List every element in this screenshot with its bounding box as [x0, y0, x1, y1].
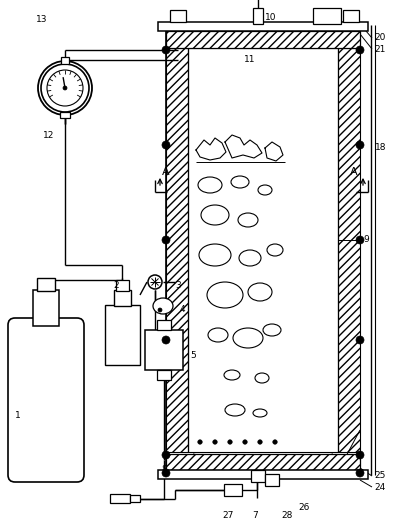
Ellipse shape — [153, 298, 173, 314]
Bar — [253, 8, 263, 24]
Circle shape — [148, 275, 162, 289]
Text: 10: 10 — [265, 14, 276, 22]
Circle shape — [162, 451, 170, 459]
Bar — [157, 370, 171, 380]
Circle shape — [356, 469, 364, 477]
Bar — [157, 320, 171, 330]
Bar — [313, 8, 341, 24]
Bar — [166, 48, 188, 452]
Bar — [114, 290, 131, 306]
Circle shape — [41, 64, 89, 112]
Circle shape — [356, 46, 364, 54]
Bar — [105, 305, 140, 365]
Circle shape — [162, 236, 170, 244]
Bar — [158, 470, 368, 479]
Bar — [166, 48, 188, 452]
Circle shape — [356, 141, 364, 149]
Circle shape — [158, 308, 162, 312]
Text: 2: 2 — [113, 280, 118, 290]
Text: 13: 13 — [36, 16, 47, 25]
Bar — [188, 48, 338, 452]
Text: 14: 14 — [318, 14, 329, 22]
Text: 26: 26 — [298, 504, 309, 513]
Bar — [166, 454, 360, 470]
Text: 26: 26 — [338, 471, 349, 480]
Text: 18: 18 — [375, 143, 386, 153]
Bar — [61, 57, 69, 64]
Circle shape — [228, 440, 232, 444]
Bar — [145, 330, 183, 370]
Text: 27: 27 — [222, 511, 233, 520]
Bar — [37, 278, 55, 291]
Bar — [33, 290, 59, 326]
Circle shape — [162, 141, 170, 149]
Circle shape — [213, 440, 217, 444]
Circle shape — [258, 440, 262, 444]
Circle shape — [47, 70, 83, 106]
Text: 11: 11 — [244, 55, 256, 64]
Circle shape — [63, 86, 67, 90]
Bar — [158, 22, 368, 31]
Circle shape — [273, 440, 277, 444]
Text: A: A — [350, 167, 358, 177]
Bar — [60, 112, 70, 118]
Bar — [338, 48, 360, 452]
Text: 5: 5 — [190, 350, 196, 359]
Text: 21: 21 — [374, 44, 386, 53]
Circle shape — [162, 469, 170, 477]
Circle shape — [243, 440, 247, 444]
Circle shape — [162, 336, 170, 344]
Text: 25: 25 — [374, 472, 386, 481]
Circle shape — [356, 236, 364, 244]
Bar — [338, 48, 360, 452]
Bar — [343, 10, 359, 22]
Text: 3: 3 — [175, 280, 181, 290]
Text: 9: 9 — [363, 235, 369, 244]
Text: 8: 8 — [161, 464, 167, 473]
Text: A: A — [162, 167, 169, 177]
FancyBboxPatch shape — [8, 318, 84, 482]
Text: 4: 4 — [180, 305, 186, 314]
Bar — [251, 470, 265, 482]
Text: 12: 12 — [43, 131, 55, 141]
Bar — [166, 31, 360, 48]
Bar — [110, 494, 130, 503]
Text: 6: 6 — [120, 495, 126, 505]
Text: 1: 1 — [15, 411, 21, 419]
Bar — [116, 280, 129, 291]
Text: 28: 28 — [281, 511, 292, 520]
Bar — [224, 484, 242, 496]
Text: 7: 7 — [252, 510, 258, 519]
Text: 24: 24 — [374, 483, 385, 492]
Bar — [166, 454, 360, 470]
Bar — [166, 31, 360, 48]
Circle shape — [356, 451, 364, 459]
Circle shape — [356, 336, 364, 344]
Circle shape — [162, 46, 170, 54]
Circle shape — [38, 61, 92, 115]
Bar — [265, 474, 279, 486]
Bar — [130, 495, 140, 502]
Bar — [170, 10, 186, 22]
Text: 20: 20 — [374, 33, 386, 42]
Circle shape — [198, 440, 202, 444]
